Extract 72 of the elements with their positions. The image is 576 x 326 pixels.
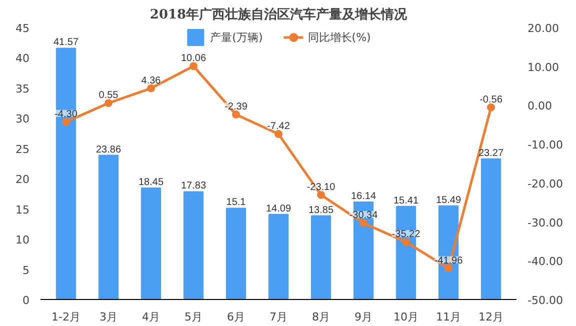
y-tick-label: 35 — [16, 82, 30, 96]
y-tick-label: 40 — [16, 52, 30, 66]
bar — [140, 187, 162, 300]
y-tick-label: 0 — [22, 294, 30, 307]
data-label: 23.86 — [96, 144, 122, 156]
point — [402, 238, 410, 246]
data-label: -23.10 — [306, 182, 336, 193]
data-label: 0.55 — [98, 90, 119, 102]
x-tick-label: 1-2月 — [52, 310, 80, 324]
point — [317, 190, 325, 199]
y2-tick-label: -20.00 — [528, 177, 563, 190]
point — [190, 62, 198, 70]
data-label: 15.41 — [393, 195, 419, 206]
data-label: 15.1 — [226, 197, 246, 208]
data-label: -2.39 — [224, 102, 248, 112]
data-label: -41.96 — [434, 255, 464, 266]
data-label: -30.34 — [349, 210, 378, 222]
y-tick-label: 20 — [16, 173, 30, 186]
chart-title: 2018年广西壮族自治区汽车产量及增长情况 — [150, 6, 408, 22]
data-label: -0.56 — [480, 94, 503, 106]
y2-tick-label: 20.00 — [528, 22, 559, 35]
x-tick-label: 12月 — [478, 310, 504, 324]
point — [104, 99, 112, 108]
data-label: 18.45 — [138, 176, 164, 188]
point — [487, 103, 495, 112]
data-label: 14.09 — [266, 203, 292, 214]
point — [444, 264, 452, 272]
data-label: 15.49 — [436, 194, 462, 206]
y2-tick-label: -10.00 — [528, 138, 563, 152]
data-label: 17.83 — [180, 180, 206, 192]
bar — [480, 158, 502, 300]
y-tick-label: 25 — [16, 142, 30, 156]
y2-tick-label: -30.00 — [528, 216, 563, 230]
data-label: 4.36 — [141, 75, 162, 86]
y2-tick-label: 0.00 — [528, 100, 552, 113]
y2-tick-label: -50.00 — [528, 294, 563, 307]
bar — [98, 154, 119, 300]
y-tick-label: 15 — [16, 203, 30, 216]
y-tick-label: 10 — [16, 234, 30, 247]
legend-label: 同比增长(%) — [308, 30, 371, 44]
data-label: -4.30 — [54, 108, 78, 120]
bar — [183, 191, 204, 300]
data-label: 41.57 — [53, 37, 79, 48]
x-tick-label: 9月 — [354, 310, 372, 324]
point — [147, 84, 155, 92]
point — [232, 110, 240, 118]
x-tick-label: 4月 — [142, 310, 160, 324]
x-tick-label: 11月 — [436, 310, 461, 324]
point — [62, 118, 70, 126]
x-tick-label: 3月 — [100, 310, 118, 324]
data-label: 13.85 — [308, 204, 334, 216]
bar — [226, 208, 246, 300]
bar — [310, 215, 332, 300]
data-label: -7.42 — [267, 121, 290, 132]
x-tick-label: 8月 — [312, 310, 330, 324]
x-tick-label: 5月 — [184, 310, 202, 324]
point — [360, 219, 368, 228]
bar — [268, 214, 289, 300]
x-tick-label: 6月 — [227, 310, 245, 324]
x-tick-label: 10月 — [394, 310, 418, 324]
x-tick-label: 7月 — [270, 310, 288, 324]
bar — [56, 48, 76, 300]
legend-label: 产量(万辆) — [210, 30, 263, 44]
data-label: -35.22 — [392, 229, 421, 240]
y-tick-label: 5 — [22, 264, 30, 277]
data-label: 16.14 — [350, 190, 376, 202]
y2-tick-label: 10.00 — [528, 60, 559, 74]
y2-tick-label: -40.00 — [528, 255, 563, 268]
point — [274, 130, 282, 138]
y-tick-label: 30 — [16, 112, 30, 126]
data-label: 10.06 — [180, 53, 206, 64]
y-tick-label: 45 — [16, 22, 30, 35]
